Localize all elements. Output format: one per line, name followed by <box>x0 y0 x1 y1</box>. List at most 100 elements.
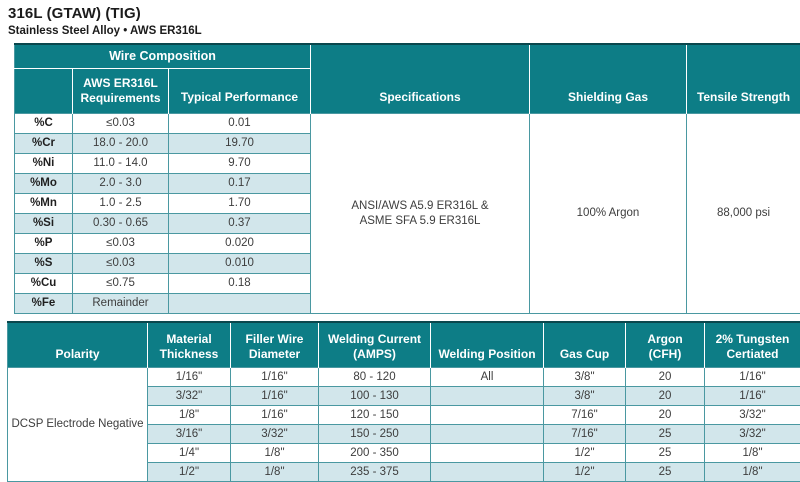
element-label: %Ni <box>15 154 73 174</box>
table-cell: 25 <box>626 425 705 444</box>
element-label: %Cr <box>15 134 73 154</box>
requirement-value: 1.0 - 2.5 <box>73 194 169 214</box>
column-header-element <box>15 69 73 114</box>
requirement-value: 0.30 - 0.65 <box>73 214 169 234</box>
column-header-typical-performance: Typical Performance <box>169 69 311 114</box>
table-cell <box>431 463 544 482</box>
column-header-welding-current: Welding Current(AMPS) <box>319 322 431 368</box>
table-cell: 1/16" <box>231 368 319 387</box>
polarity-value: DCSP Electrode Negative <box>8 368 148 482</box>
table-cell: 1/16" <box>231 406 319 425</box>
table-cell: 3/32" <box>705 425 800 444</box>
table-cell: 1/2" <box>544 463 626 482</box>
wire-composition-header: Wire Composition <box>15 44 311 69</box>
element-label: %S <box>15 254 73 274</box>
table-cell: 3/16" <box>148 425 231 444</box>
table-cell: 150 - 250 <box>319 425 431 444</box>
page-title: 316L (GTAW) (TIG) <box>8 5 800 22</box>
requirement-value: 18.0 - 20.0 <box>73 134 169 154</box>
column-header-requirements: AWS ER316L Requirements <box>73 69 169 114</box>
typical-performance-value: 0.37 <box>169 214 311 234</box>
table-cell: 3/32" <box>705 406 800 425</box>
element-label: %Cu <box>15 274 73 294</box>
typical-performance-value: 0.17 <box>169 174 311 194</box>
requirement-value: 2.0 - 3.0 <box>73 174 169 194</box>
typical-performance-value: 0.18 <box>169 274 311 294</box>
table-cell: 1/8" <box>705 463 800 482</box>
table-cell: 80 - 120 <box>319 368 431 387</box>
page-subtitle: Stainless Steel Alloy • AWS ER316L <box>8 25 800 37</box>
typical-performance-value: 0.01 <box>169 114 311 134</box>
table-cell: 200 - 350 <box>319 444 431 463</box>
column-header-welding-position: Welding Position <box>431 322 544 368</box>
element-label: %P <box>15 234 73 254</box>
table-cell: 7/16" <box>544 406 626 425</box>
table-cell: 20 <box>626 368 705 387</box>
column-header-specifications: Specifications <box>311 44 530 114</box>
table-cell: 1/16" <box>231 387 319 406</box>
column-header-gas-cup: Gas Cup <box>544 322 626 368</box>
table-cell: 1/8" <box>231 444 319 463</box>
tensile-strength-value: 88,000 psi <box>687 114 800 314</box>
element-label: %C <box>15 114 73 134</box>
table-cell: 3/8" <box>544 368 626 387</box>
typical-performance-value: 0.020 <box>169 234 311 254</box>
table-cell: 7/16" <box>544 425 626 444</box>
table-cell: 3/8" <box>544 387 626 406</box>
table-cell: 1/8" <box>705 444 800 463</box>
table-cell: 1/4" <box>148 444 231 463</box>
typical-performance-value: 1.70 <box>169 194 311 214</box>
requirement-value: Remainder <box>73 294 169 314</box>
requirement-value: ≤0.75 <box>73 274 169 294</box>
typical-performance-value <box>169 294 311 314</box>
element-label: %Mo <box>15 174 73 194</box>
table-cell: 100 - 130 <box>319 387 431 406</box>
table-cell: 25 <box>626 463 705 482</box>
typical-performance-value: 9.70 <box>169 154 311 174</box>
element-label: %Si <box>15 214 73 234</box>
shielding-gas-value: 100% Argon <box>530 114 687 314</box>
table-cell: 25 <box>626 444 705 463</box>
table-cell: 120 - 150 <box>319 406 431 425</box>
table-cell <box>431 444 544 463</box>
column-header-shielding-gas: Shielding Gas <box>530 44 687 114</box>
specifications-value: ANSI/AWS A5.9 ER316L &ASME SFA 5.9 ER316… <box>311 114 530 314</box>
table-cell: 1/16" <box>705 368 800 387</box>
column-header-tensile-strength: Tensile Strength <box>687 44 800 114</box>
table-cell: 3/32" <box>231 425 319 444</box>
requirement-value: ≤0.03 <box>73 234 169 254</box>
typical-performance-value: 0.010 <box>169 254 311 274</box>
table-cell: 235 - 375 <box>319 463 431 482</box>
table-cell: 20 <box>626 406 705 425</box>
typical-performance-value: 19.70 <box>169 134 311 154</box>
table-cell: 1/8" <box>231 463 319 482</box>
table-cell <box>431 387 544 406</box>
table-cell: 1/2" <box>148 463 231 482</box>
requirement-value: ≤0.03 <box>73 114 169 134</box>
column-header-argon-cfh: Argon(CFH) <box>626 322 705 368</box>
table-cell: 1/16" <box>705 387 800 406</box>
table-cell: 20 <box>626 387 705 406</box>
wire-composition-table: Wire Composition Specifications Shieldin… <box>14 43 800 314</box>
requirement-value: 11.0 - 14.0 <box>73 154 169 174</box>
table-cell: 3/32" <box>148 387 231 406</box>
element-label: %Mn <box>15 194 73 214</box>
table-cell: 1/16" <box>148 368 231 387</box>
table-cell: 1/2" <box>544 444 626 463</box>
column-header-polarity: Polarity <box>8 322 148 368</box>
table-cell <box>431 406 544 425</box>
element-label: %Fe <box>15 294 73 314</box>
group-header-row: Wire Composition Specifications Shieldin… <box>15 44 800 69</box>
table-cell: All <box>431 368 544 387</box>
spec-sheet-page: 316L (GTAW) (TIG) Stainless Steel Alloy … <box>0 5 800 468</box>
table-cell <box>431 425 544 444</box>
table-cell: 1/8" <box>148 406 231 425</box>
